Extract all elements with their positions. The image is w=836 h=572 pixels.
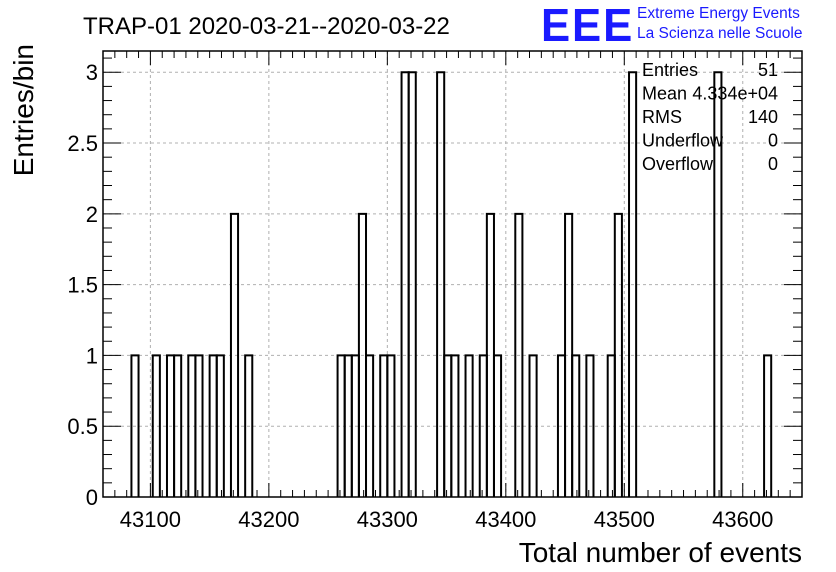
histogram-bin (386, 354, 396, 497)
stats-label: Entries (642, 60, 698, 80)
histogram-bin (215, 354, 225, 497)
histogram-bin (130, 354, 140, 497)
y-tick-label: 0 (86, 485, 98, 510)
y-tick-label: 1.5 (67, 273, 98, 298)
axes (102, 50, 803, 498)
y-tick-label: 0.5 (67, 414, 98, 439)
histogram-bin (151, 354, 161, 497)
histogram-bin (229, 212, 240, 497)
y-tick-label: 3 (86, 60, 98, 85)
plot-frame (102, 50, 803, 498)
x-tick-label: 43200 (238, 507, 299, 532)
x-tick-label: 43300 (357, 507, 418, 532)
chart-title: TRAP-01 2020-03-21--2020-03-22 (83, 13, 450, 40)
stats-label: Mean (642, 84, 687, 104)
y-tick-label: 1 (86, 343, 98, 368)
x-tick-label: 43600 (712, 507, 773, 532)
histogram-bin (194, 354, 204, 497)
histogram-bin (244, 354, 254, 497)
y-axis-label: Entries/bin (8, 44, 39, 176)
stats-box: Entries 51 Mean 4.334e+04 RMS 140 Underflow 0 Ov… (642, 60, 778, 174)
stats-value: 140 (748, 107, 778, 127)
histogram-bin (571, 354, 581, 497)
histogram-bin (365, 354, 375, 497)
y-tick-label: 2 (86, 202, 98, 227)
histogram-bin (436, 71, 446, 497)
histogram-bin (450, 354, 460, 497)
y-tick-label: 2.5 (67, 131, 98, 156)
stats-value: 0 (768, 131, 778, 151)
histogram-bars (130, 71, 773, 497)
histogram-bin (464, 354, 474, 497)
histogram-bin (585, 354, 595, 497)
histogram-bin (492, 354, 503, 497)
x-tick-label: 43100 (120, 507, 181, 532)
histogram-bin (628, 71, 638, 497)
stats-value: 0 (768, 154, 778, 174)
stats-value: 51 (758, 60, 778, 80)
histogram-bin (713, 71, 723, 497)
histogram-bin (763, 354, 773, 497)
eee-logo: EEE Extreme Energy Events La Scienza nel… (541, 0, 831, 51)
stats-label: Overflow (642, 154, 714, 174)
eee-logo-line1: Extreme Energy Events (637, 5, 800, 22)
stats-label: Underflow (642, 131, 724, 151)
x-tick-label: 43400 (475, 507, 536, 532)
stats-label: RMS (642, 107, 682, 127)
histogram-bin (528, 354, 538, 497)
histogram-bin (407, 71, 417, 497)
histogram-bin (613, 212, 623, 497)
stats-value: 4.334e+04 (692, 84, 778, 104)
x-axis-label: Total number of events (519, 537, 802, 568)
eee-logo-mark: EEE (541, 0, 635, 51)
histogram-bin (514, 212, 524, 497)
tick-labels: 43100 43200 43300 43400 43500 43600 0 0.5 1 1.5 2 2… (67, 60, 773, 532)
histogram-bin (173, 354, 183, 497)
eee-logo-line2: La Scienza nelle Scuole (637, 25, 803, 42)
x-tick-label: 43500 (594, 507, 655, 532)
